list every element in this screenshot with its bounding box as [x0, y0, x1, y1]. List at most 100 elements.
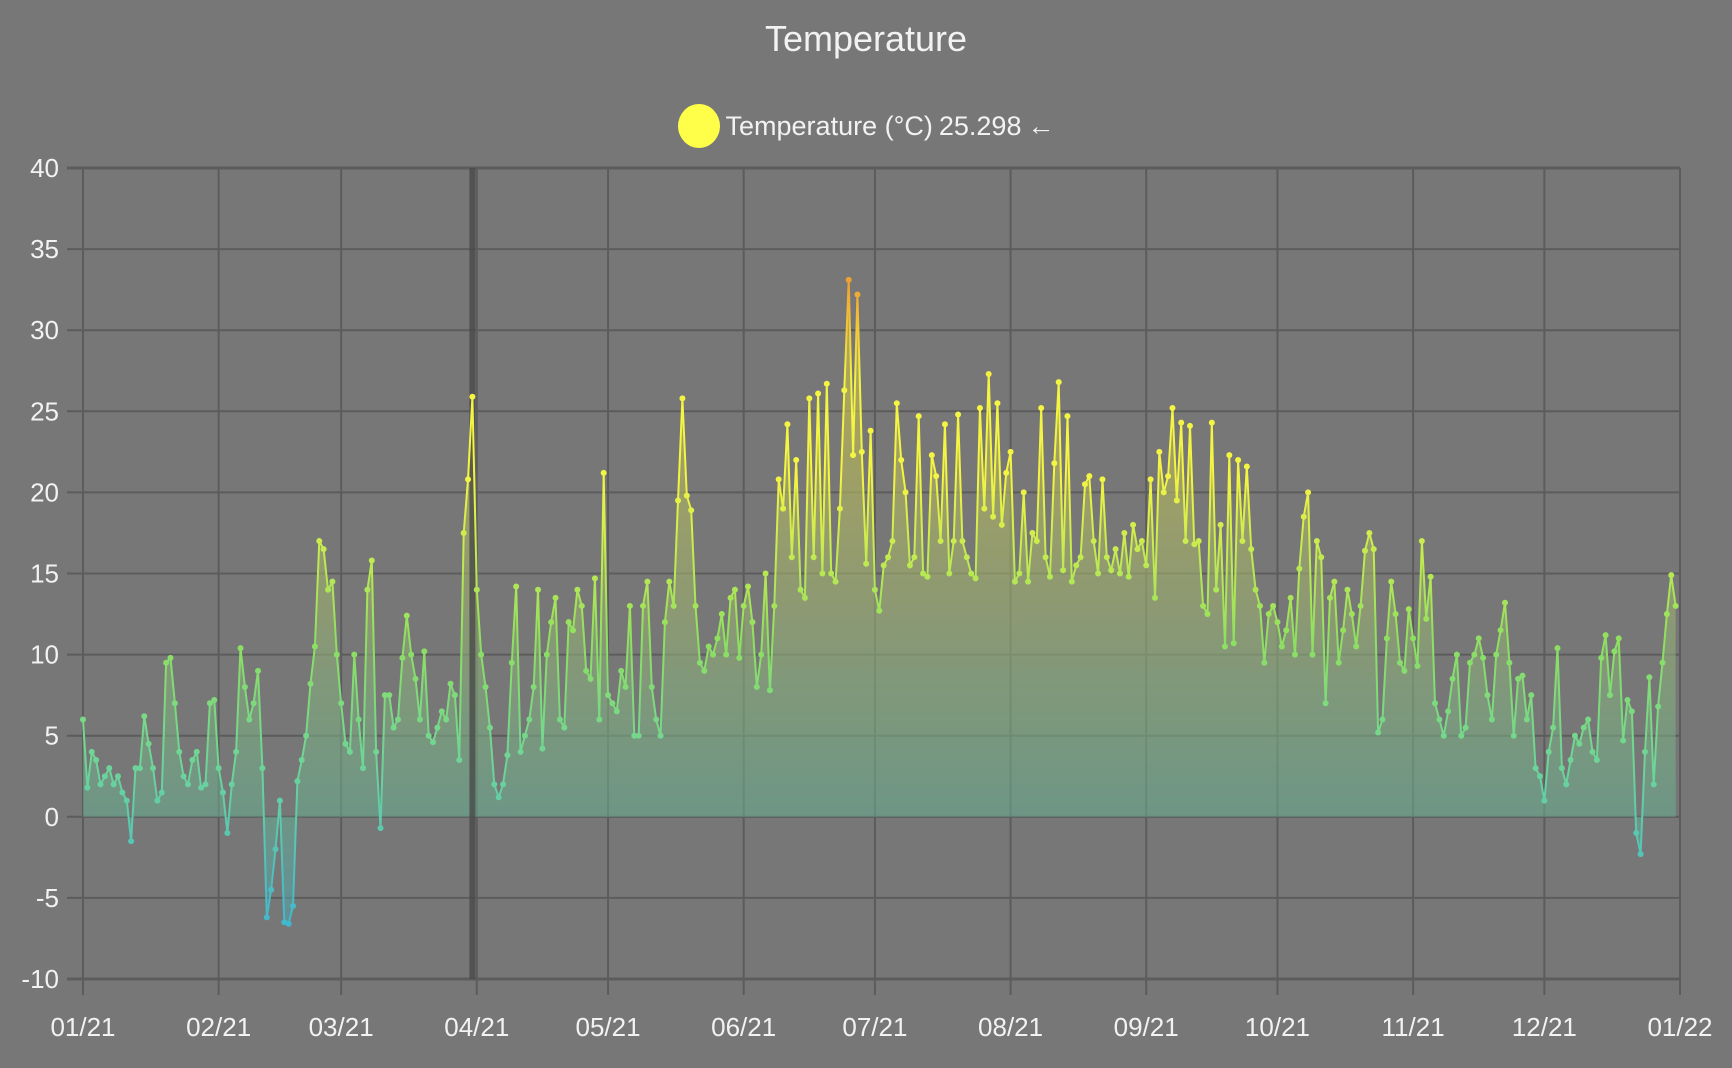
data-point: [618, 667, 625, 674]
data-point: [972, 575, 979, 582]
data-point: [1532, 765, 1539, 772]
data-point: [145, 740, 152, 747]
data-point: [1007, 448, 1014, 455]
data-point: [106, 765, 113, 772]
data-point: [1550, 724, 1557, 731]
data-point: [517, 748, 524, 755]
data-point: [237, 645, 244, 652]
data-point: [1326, 594, 1333, 601]
data-point: [806, 395, 813, 402]
data-point: [115, 773, 122, 780]
data-point: [780, 505, 787, 512]
data-point: [220, 789, 227, 796]
data-point: [259, 765, 266, 772]
data-point: [346, 748, 353, 755]
data-point: [451, 692, 458, 699]
data-point: [1099, 476, 1106, 483]
data-point: [438, 708, 445, 715]
data-point: [556, 716, 563, 723]
data-point: [736, 654, 743, 661]
data-point: [1506, 659, 1513, 666]
y-tick-label: 35: [30, 234, 59, 264]
data-point: [867, 427, 874, 434]
data-point: [1388, 578, 1395, 585]
data-point: [688, 507, 695, 514]
data-point: [1011, 578, 1018, 585]
data-point: [1003, 469, 1010, 476]
data-point: [1252, 586, 1259, 593]
data-point: [1340, 627, 1347, 634]
data-point: [1221, 643, 1228, 650]
data-point: [1361, 547, 1368, 554]
data-point: [233, 748, 240, 755]
data-point: [1116, 570, 1123, 577]
data-point: [320, 546, 327, 553]
data-point: [1357, 602, 1364, 609]
data-point: [819, 570, 826, 577]
data-point: [469, 393, 476, 400]
data-point: [784, 421, 791, 428]
data-point: [1401, 667, 1408, 674]
data-point: [478, 651, 485, 658]
data-point: [565, 619, 572, 626]
data-point: [675, 497, 682, 504]
data-point: [1138, 538, 1145, 545]
x-tick-label: 10/21: [1245, 1012, 1310, 1042]
data-point: [1038, 405, 1045, 412]
data-point: [1418, 538, 1425, 545]
x-tick-label: 07/21: [842, 1012, 907, 1042]
data-point: [815, 390, 822, 397]
data-point: [390, 724, 397, 731]
data-point: [626, 602, 633, 609]
data-point: [1641, 748, 1648, 755]
data-point: [950, 538, 957, 545]
y-tick-label: -5: [36, 883, 59, 913]
data-point: [1270, 602, 1277, 609]
data-point: [1611, 648, 1618, 655]
data-point: [443, 716, 450, 723]
data-point: [1068, 578, 1075, 585]
data-point: [303, 732, 310, 739]
data-point: [591, 575, 598, 582]
data-point: [1169, 405, 1176, 412]
data-point: [285, 920, 292, 927]
data-point: [600, 469, 607, 476]
data-point: [1497, 627, 1504, 634]
data-point: [1248, 546, 1255, 553]
y-tick-label: 5: [45, 721, 59, 751]
data-point: [1646, 674, 1653, 681]
data-point: [1046, 573, 1053, 580]
data-point: [788, 554, 795, 561]
data-point: [605, 692, 612, 699]
data-point: [1291, 651, 1298, 658]
x-tick-label: 11/21: [1382, 1012, 1445, 1042]
data-point: [574, 586, 581, 593]
data-point: [539, 745, 546, 752]
data-point: [1536, 773, 1543, 780]
data-point: [224, 830, 231, 837]
data-point: [1436, 716, 1443, 723]
data-point: [1663, 611, 1670, 618]
data-point: [399, 654, 406, 661]
data-point: [766, 687, 773, 694]
data-point: [1296, 565, 1303, 572]
data-point: [1217, 521, 1224, 528]
data-point: [845, 276, 852, 283]
data-point: [228, 781, 235, 788]
data-point: [1466, 659, 1473, 666]
data-point: [880, 562, 887, 569]
data-point: [648, 684, 655, 691]
data-point: [1108, 567, 1115, 574]
data-point: [495, 794, 502, 801]
data-point: [1480, 654, 1487, 661]
data-point: [596, 716, 603, 723]
data-point: [1300, 513, 1307, 520]
data-point: [1156, 448, 1163, 455]
data-point: [793, 456, 800, 463]
data-point: [898, 456, 905, 463]
data-point: [1449, 675, 1456, 682]
data-point: [906, 562, 913, 569]
data-point: [1042, 554, 1049, 561]
legend-item[interactable]: Temperature (°C) 25.298 ←: [0, 104, 1732, 148]
data-point: [863, 560, 870, 567]
